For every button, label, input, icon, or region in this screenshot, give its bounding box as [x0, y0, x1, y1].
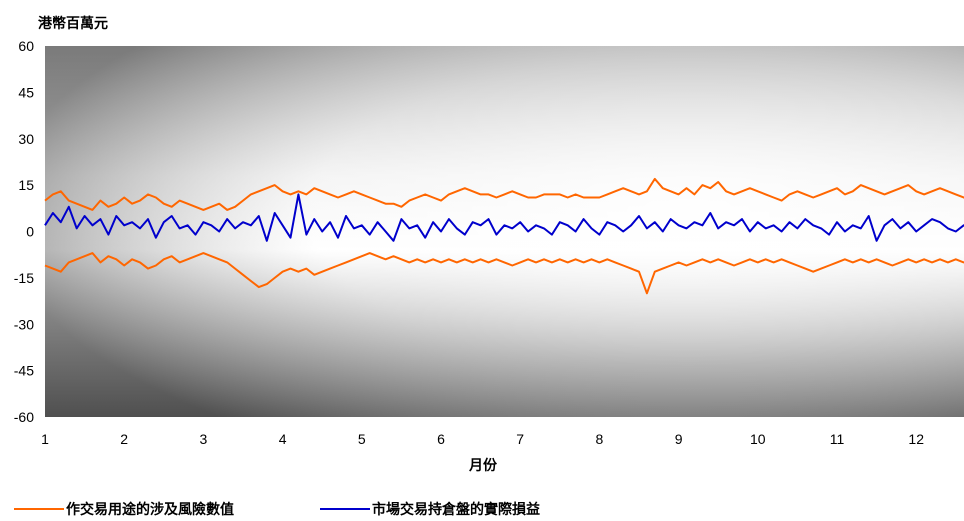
y-tick-label: 0: [26, 224, 34, 240]
y-axis-title: 港幣百萬元: [38, 15, 108, 31]
x-tick-label: 9: [675, 431, 683, 447]
y-tick-label: -30: [14, 316, 34, 332]
x-tick-label: 4: [279, 431, 287, 447]
x-tick-label: 8: [596, 431, 604, 447]
x-tick-label: 10: [750, 431, 766, 447]
x-tick-label: 3: [200, 431, 208, 447]
y-tick-label: -60: [14, 409, 34, 425]
x-tick-label: 5: [358, 431, 366, 447]
y-tick-label: 60: [18, 38, 34, 54]
x-tick-labels: 1 2 3 4 5 6 7 8 9 10 11 12: [41, 431, 924, 447]
legend-swatch-orange: [14, 508, 64, 510]
y-tick-label: 15: [18, 177, 34, 193]
series-line-lower: [44, 252, 964, 295]
x-tick-label: 11: [830, 431, 845, 447]
y-tick-label: -45: [14, 363, 34, 379]
legend-item-pnl: 市場交易持倉盤的實際損益: [320, 500, 540, 518]
x-tick-label: 2: [120, 431, 128, 447]
y-tick-label: -15: [14, 270, 34, 286]
x-axis-title: 月份: [468, 457, 498, 473]
y-tick-label: 45: [18, 84, 34, 100]
legend-swatch-blue: [320, 508, 370, 510]
y-tick-label: 30: [18, 131, 34, 147]
series-line-mid: [44, 193, 964, 242]
legend-label-var: 作交易用途的涉及風險數值: [66, 501, 234, 517]
x-tick-label: 12: [908, 431, 924, 447]
x-tick-label: 1: [41, 431, 49, 447]
x-tick-label: 7: [516, 431, 524, 447]
series-line-upper: [44, 177, 964, 211]
legend-item-var: 作交易用途的涉及風險數值: [14, 500, 234, 518]
series-lines: [44, 177, 964, 295]
legend-label-pnl: 市場交易持倉盤的實際損益: [372, 501, 540, 517]
y-tick-labels: 60 45 30 15 0 -15 -30 -45 -60: [14, 38, 34, 425]
x-tick-label: 6: [437, 431, 445, 447]
